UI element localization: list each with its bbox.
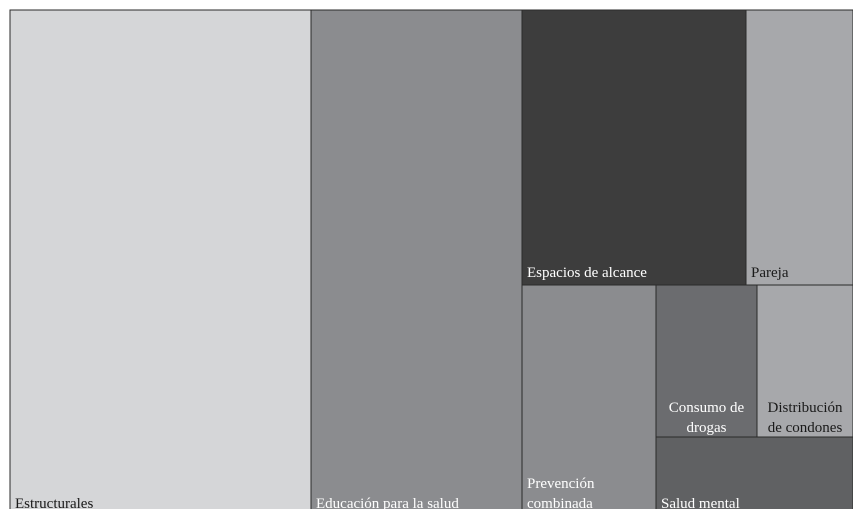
treemap-tile-consumo-drogas: Consumo de drogas: [655, 284, 758, 438]
treemap-tile-label-line: Salud mental: [661, 496, 740, 509]
treemap-tile-label-line: Espacios de alcance: [527, 265, 647, 281]
treemap-tile-rect: [521, 284, 657, 509]
treemap-tile-espacios-alcance: Espacios de alcance: [521, 9, 747, 286]
treemap-tile-label-line: Pareja: [751, 265, 789, 281]
treemap-tile-label: Educación para la salud: [316, 496, 459, 509]
treemap-tile-prevencion-combinada: Prevención combinada: [521, 284, 657, 509]
treemap-tile-rect: [310, 9, 523, 509]
treemap-tile-label: Consumo de drogas: [669, 400, 745, 436]
treemap-tile-label: Espacios de alcance: [527, 265, 647, 281]
treemap-tile-salud-mental: Salud mental: [655, 436, 853, 509]
treemap-tile-rect: [745, 9, 853, 286]
treemap-frame: [9, 9, 853, 509]
treemap-tile-label-line: drogas: [687, 420, 727, 436]
treemap-tile-estructurales: Estructurales: [9, 9, 312, 509]
treemap-tile-rect: [655, 436, 853, 509]
treemap-tile-label: Distribución de condones: [768, 400, 843, 436]
treemap-tile-label-line: de condones: [768, 420, 843, 436]
treemap-tile-label-line: combinada: [527, 496, 593, 509]
treemap-tile-label-line: Educación para la salud: [316, 496, 459, 509]
treemap-tile-label: Prevención combinada: [527, 476, 595, 509]
treemap-tile-pareja: Pareja: [745, 9, 853, 286]
treemap-tile-label: Pareja: [751, 265, 789, 281]
treemap-tile-educacion-salud: Educación para la salud: [310, 9, 523, 509]
treemap-tile-label-line: Consumo de: [669, 400, 745, 416]
treemap-tile-label: Estructurales: [15, 496, 93, 509]
treemap-tile-label-line: Distribución: [768, 400, 843, 416]
treemap-tile-distribucion-condones: Distribución de condones: [756, 284, 853, 438]
treemap-tile-rect: [521, 9, 747, 286]
treemap-tile-label-line: Prevención: [527, 476, 595, 492]
treemap-tile-rect: [9, 9, 312, 509]
tiles-layer: Estructurales Educación para la salud Espa…: [9, 9, 853, 509]
treemap-tile-label-line: Estructurales: [15, 496, 93, 509]
treemap-tile-label: Salud mental: [661, 496, 740, 509]
